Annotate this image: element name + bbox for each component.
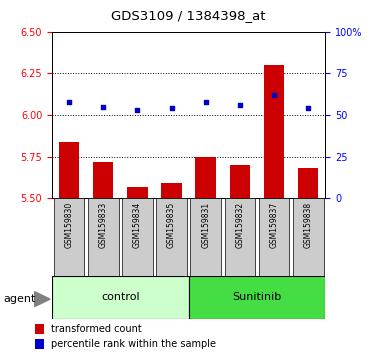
- Text: GSM159838: GSM159838: [304, 202, 313, 248]
- Bar: [156, 198, 187, 276]
- Bar: [93, 162, 114, 198]
- Text: GSM159831: GSM159831: [201, 202, 210, 248]
- Point: [169, 105, 175, 111]
- Bar: [189, 276, 325, 319]
- Bar: [161, 183, 182, 198]
- Point: [271, 92, 277, 98]
- Point: [305, 105, 311, 111]
- Text: GSM159833: GSM159833: [99, 202, 108, 249]
- Bar: [59, 142, 79, 198]
- Text: GDS3109 / 1384398_at: GDS3109 / 1384398_at: [111, 9, 266, 22]
- Point: [134, 107, 141, 113]
- Bar: [259, 198, 290, 276]
- Bar: [229, 165, 250, 198]
- Bar: [127, 187, 147, 198]
- Text: GSM159837: GSM159837: [270, 202, 279, 249]
- Text: percentile rank within the sample: percentile rank within the sample: [51, 339, 216, 349]
- Bar: [224, 198, 255, 276]
- Text: GSM159835: GSM159835: [167, 202, 176, 249]
- Bar: [196, 156, 216, 198]
- Text: Sunitinib: Sunitinib: [233, 292, 281, 302]
- Point: [100, 104, 106, 110]
- Text: GSM159832: GSM159832: [235, 202, 244, 248]
- Bar: [35, 339, 45, 349]
- Point: [66, 99, 72, 104]
- Point: [237, 102, 243, 108]
- Text: agent: agent: [4, 294, 36, 304]
- Bar: [35, 324, 45, 334]
- Text: transformed count: transformed count: [51, 324, 142, 334]
- Bar: [122, 198, 153, 276]
- Bar: [264, 65, 284, 198]
- Text: control: control: [101, 292, 140, 302]
- Point: [203, 99, 209, 104]
- Bar: [54, 198, 84, 276]
- Text: GSM159834: GSM159834: [133, 202, 142, 249]
- Bar: [298, 168, 318, 198]
- Bar: [190, 198, 221, 276]
- Bar: [88, 198, 119, 276]
- Bar: [52, 276, 189, 319]
- Polygon shape: [35, 292, 50, 307]
- Text: GSM159830: GSM159830: [65, 202, 74, 249]
- Bar: [293, 198, 324, 276]
